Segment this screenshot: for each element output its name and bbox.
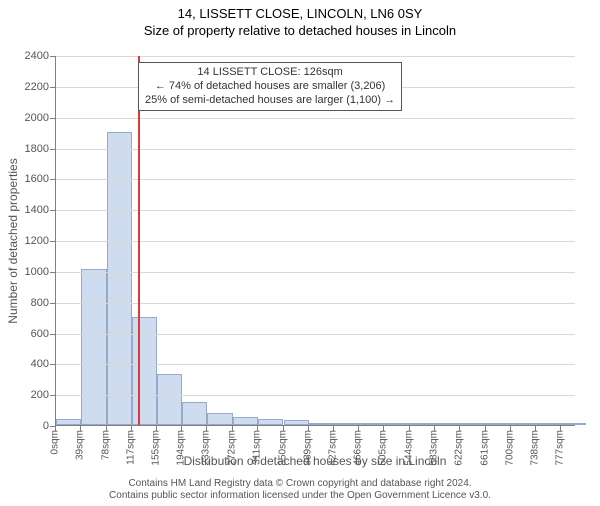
y-tick-mark (50, 210, 55, 211)
histogram-bar (258, 419, 283, 425)
histogram-bar (334, 423, 359, 425)
annotation-box: 14 LISSETT CLOSE: 126sqm ← 74% of detach… (138, 62, 402, 111)
histogram-bar (107, 132, 132, 425)
histogram-bar (410, 423, 435, 425)
y-axis-label: Number of detached properties (6, 158, 20, 323)
histogram-bar (309, 423, 334, 425)
histogram-bar (435, 423, 460, 425)
y-tick-label: 1800 (9, 143, 49, 155)
y-tick-mark (50, 149, 55, 150)
y-tick-mark (50, 56, 55, 57)
page-title-line1: 14, LISSETT CLOSE, LINCOLN, LN6 0SY (0, 6, 600, 21)
y-tick-mark (50, 395, 55, 396)
grid-line (56, 364, 575, 365)
histogram-bar (511, 423, 536, 425)
annotation-line2: ← 74% of detached houses are smaller (3,… (145, 80, 395, 94)
histogram-bar (207, 413, 232, 425)
page-title-line2: Size of property relative to detached ho… (0, 23, 600, 38)
y-tick-label: 0 (9, 420, 49, 432)
histogram-bar (561, 423, 586, 425)
y-tick-label: 2400 (9, 50, 49, 62)
y-tick-mark (50, 303, 55, 304)
grid-line (56, 210, 575, 211)
grid-line (56, 303, 575, 304)
y-tick-label: 2200 (9, 81, 49, 93)
annotation-line1: 14 LISSETT CLOSE: 126sqm (145, 66, 395, 80)
plot-area: 14 LISSETT CLOSE: 126sqm ← 74% of detach… (55, 56, 575, 426)
grid-line (56, 272, 575, 273)
x-axis-label: Distribution of detached houses by size … (55, 454, 575, 468)
histogram-bar (284, 420, 309, 425)
footer-line2: Contains public sector information licen… (0, 490, 600, 502)
y-tick-mark (50, 241, 55, 242)
grid-line (56, 179, 575, 180)
y-tick-mark (50, 272, 55, 273)
histogram-bar (536, 423, 561, 425)
histogram-bar (359, 423, 384, 425)
footer-line1: Contains HM Land Registry data © Crown c… (0, 478, 600, 490)
y-tick-mark (50, 87, 55, 88)
y-tick-mark (50, 118, 55, 119)
grid-line (56, 118, 575, 119)
annotation-line3: 25% of semi-detached houses are larger (… (145, 94, 395, 108)
y-tick-label: 2000 (9, 112, 49, 124)
y-tick-mark (50, 364, 55, 365)
grid-line (56, 56, 575, 57)
histogram-bar (460, 423, 485, 425)
grid-line (56, 395, 575, 396)
histogram-bar (182, 402, 207, 425)
y-tick-label: 200 (9, 389, 49, 401)
histogram-bar (486, 423, 511, 425)
y-tick-label: 400 (9, 358, 49, 370)
x-tick-label: 0sqm (50, 430, 61, 454)
histogram-bar (56, 419, 81, 425)
histogram-bar (157, 374, 182, 425)
y-tick-mark (50, 334, 55, 335)
histogram-bar (81, 269, 106, 425)
grid-line (56, 149, 575, 150)
y-tick-label: 600 (9, 328, 49, 340)
histogram-bar (384, 423, 409, 425)
grid-line (56, 334, 575, 335)
grid-line (56, 241, 575, 242)
histogram-bar (233, 417, 258, 425)
y-tick-mark (50, 179, 55, 180)
histogram-chart: 14 LISSETT CLOSE: 126sqm ← 74% of detach… (55, 56, 575, 426)
